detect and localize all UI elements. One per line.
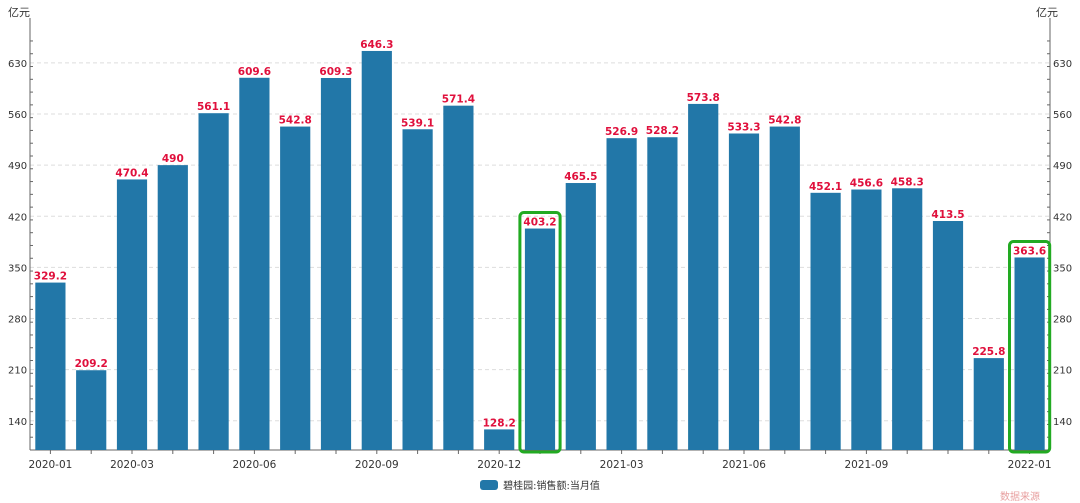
data-label: 490	[162, 153, 184, 165]
bar	[524, 228, 556, 450]
bar	[1014, 257, 1045, 450]
data-label: 225.8	[972, 346, 1005, 358]
bar	[157, 165, 188, 450]
y-tick-label-left: 630	[8, 59, 27, 70]
y-tick-label-left: 560	[8, 110, 27, 121]
y-axis-unit-left: 亿元	[8, 6, 30, 19]
bar	[688, 103, 719, 451]
data-label: 456.6	[850, 178, 883, 190]
bar	[810, 192, 841, 451]
bar	[239, 77, 270, 450]
x-tick-label: 2021-09	[844, 459, 888, 471]
y-tick-label-right: 280	[1053, 315, 1072, 326]
y-tick-label-right: 490	[1053, 161, 1072, 172]
y-axis-unit-right: 亿元	[1036, 6, 1058, 19]
data-label: 542.8	[279, 115, 312, 127]
bar	[116, 179, 148, 450]
x-tick-label: 2022-01	[1008, 459, 1052, 471]
bar	[35, 282, 66, 450]
data-label: 413.5	[931, 209, 964, 221]
x-tick-label: 2020-12	[477, 459, 521, 471]
data-label: 329.2	[34, 271, 67, 283]
x-tick-label: 2020-03	[110, 459, 154, 471]
data-label: 465.5	[564, 171, 597, 183]
bar	[647, 137, 678, 450]
y-tick-label-left: 210	[8, 366, 27, 377]
y-tick-label-left: 490	[8, 161, 27, 172]
data-label: 528.2	[646, 125, 679, 137]
data-label: 573.8	[687, 92, 720, 104]
x-tick-label: 2020-06	[232, 459, 276, 471]
bar	[76, 370, 107, 450]
y-tick-label-right: 140	[1053, 417, 1072, 428]
bar	[484, 429, 515, 450]
x-tick-label: 2020-09	[355, 459, 399, 471]
data-label: 561.1	[197, 101, 230, 113]
data-label: 458.3	[891, 176, 924, 188]
data-label: 209.2	[75, 358, 108, 370]
y-tick-label-right: 210	[1053, 366, 1072, 377]
data-label: 128.2	[483, 417, 516, 429]
y-tick-label-left: 140	[8, 417, 27, 428]
bar	[851, 189, 882, 450]
data-label: 403.2	[523, 217, 556, 229]
bar	[402, 129, 433, 450]
bar	[728, 133, 760, 450]
y-tick-label-left: 350	[8, 263, 27, 274]
y-tick-label-right: 420	[1053, 212, 1072, 223]
highlight-box	[1008, 239, 1052, 454]
x-tick-label: 2021-06	[722, 459, 766, 471]
bar	[361, 50, 392, 451]
y-tick-label-right: 350	[1053, 263, 1072, 274]
legend[interactable]: 碧桂园:销售额:当月值	[0, 477, 1080, 492]
data-label: 539.1	[401, 117, 434, 129]
bar	[932, 221, 964, 450]
bar	[973, 358, 1004, 450]
legend-label: 碧桂园:销售额:当月值	[503, 481, 600, 492]
y-tick-label-left: 280	[8, 315, 27, 326]
bar	[320, 77, 352, 450]
bar	[443, 105, 474, 451]
data-label: 542.8	[768, 115, 801, 127]
y-tick-label-right: 560	[1053, 110, 1072, 121]
data-label: 533.3	[727, 122, 760, 134]
bar	[892, 188, 923, 450]
legend-swatch	[480, 479, 499, 490]
bar	[769, 126, 800, 450]
bar	[565, 183, 596, 450]
bar	[606, 138, 637, 450]
data-label: 646.3	[360, 39, 393, 51]
data-label: 363.6	[1013, 245, 1046, 257]
y-tick-label-right: 630	[1053, 59, 1072, 70]
x-tick-label: 2021-03	[600, 459, 644, 471]
highlight-box	[518, 211, 562, 454]
x-tick-label: 2020-01	[28, 459, 72, 471]
data-label: 470.4	[115, 167, 148, 179]
data-label: 526.9	[605, 126, 638, 138]
data-label: 452.1	[809, 181, 842, 193]
bar	[280, 126, 311, 450]
bar	[198, 113, 229, 450]
data-label: 571.4	[442, 94, 475, 106]
data-label: 609.6	[238, 66, 271, 78]
data-label: 609.3	[319, 66, 352, 78]
y-tick-label-left: 420	[8, 212, 27, 223]
